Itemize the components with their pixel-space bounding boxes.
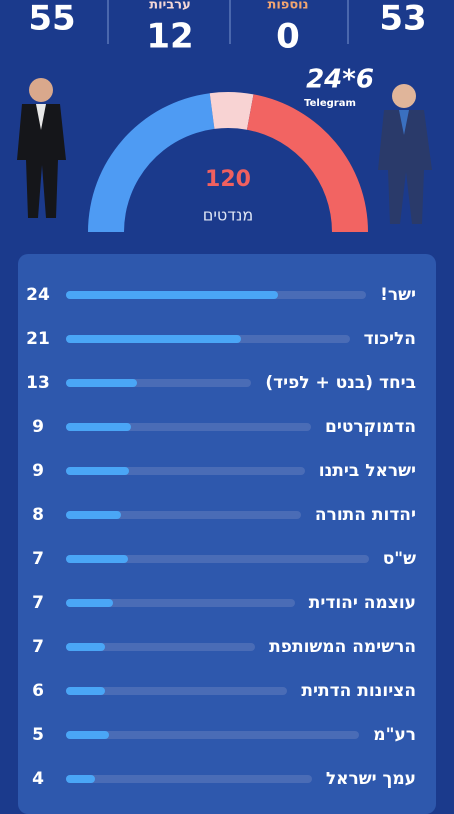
party-name: הדמוקרטים [325, 417, 416, 437]
seat-count: 21 [26, 329, 50, 349]
seat-count: 7 [32, 593, 44, 613]
bar [66, 555, 129, 563]
party-row: עוצמה יהודית 7 [18, 588, 436, 618]
bar [66, 643, 105, 651]
figure-right [378, 84, 432, 224]
bar [66, 335, 242, 343]
seat-count: 13 [26, 373, 50, 393]
left-bloc: 55 [28, 0, 75, 39]
arab-label: ערביות [149, 0, 191, 13]
party-name: ישר! [380, 285, 416, 305]
bar [66, 687, 106, 695]
party-name: יהדות התורה [314, 505, 416, 525]
party-name: עמך ישראל [325, 769, 416, 789]
bar-track [66, 291, 367, 299]
party-name: ש"ס [382, 549, 416, 569]
logo: 24*6 [306, 65, 374, 95]
figure-left [17, 78, 66, 218]
bar-track [66, 423, 312, 431]
party-row: עמך ישראל 4 [18, 764, 436, 794]
bar-track [66, 555, 369, 563]
right-bloc: 53 [379, 0, 426, 39]
bar-track [66, 467, 305, 475]
bar [66, 379, 137, 387]
seat-count: 4 [32, 769, 44, 789]
party-name: רע"מ [373, 725, 416, 745]
bar-track [66, 687, 288, 695]
seat-count: 7 [32, 637, 44, 657]
bar [66, 291, 278, 299]
gauge-segment [209, 92, 254, 130]
bar [66, 423, 131, 431]
bar [66, 511, 122, 519]
party-row: הציונות הדתית 6 [18, 676, 436, 706]
seat-count: 5 [32, 725, 44, 745]
seat-count: 7 [32, 549, 44, 569]
gauge [88, 92, 368, 232]
gauge-total: 120 [205, 167, 251, 192]
arab-value: 12 [146, 17, 193, 57]
bar [66, 467, 130, 475]
other-label: נוספות [267, 0, 308, 13]
seat-count: 6 [32, 681, 44, 701]
gauge-unit: מנדטים [203, 206, 254, 225]
seat-count: 8 [32, 505, 44, 525]
bar [66, 775, 95, 783]
party-row: יהדות התורה 8 [18, 500, 436, 530]
bar-track [66, 335, 350, 343]
party-name: עוצמה יהודית [308, 593, 416, 613]
seat-count: 9 [32, 461, 44, 481]
party-name: הציונות הדתית [301, 681, 416, 701]
party-row: ישר! 24 [18, 280, 436, 310]
party-row: הליכוד 21 [18, 324, 436, 354]
bar-track [66, 731, 360, 739]
party-row: הדמוקרטים 9 [18, 412, 436, 442]
bar-track [66, 643, 256, 651]
bar-track [66, 379, 252, 387]
party-name: הרשימה המשותפת [269, 637, 416, 657]
party-name: ביחד (בנט + לפיד) [265, 373, 416, 393]
bar [66, 731, 110, 739]
bar-track [66, 599, 295, 607]
party-row: ישראל ביתנו 9 [18, 456, 436, 486]
party-row: ש"ס 7 [18, 544, 436, 574]
header-graphic: 55 ערביות 12 נוספות 0 53 24*6 Telegram 1… [17, 0, 432, 232]
party-row: הרשימה המשותפת 7 [18, 632, 436, 662]
party-name: הליכוד [363, 329, 416, 349]
party-name: ישראל ביתנו [318, 461, 416, 481]
seat-count: 9 [32, 417, 44, 437]
gauge-segment [88, 93, 215, 232]
other-value: 0 [276, 17, 300, 57]
bar [66, 599, 114, 607]
party-list: ישר! 24 הליכוד 21 ביחד (בנט + לפיד) 13 הדמוקרט… [18, 254, 436, 814]
seat-count: 24 [26, 285, 50, 305]
party-row: רע"מ 5 [18, 720, 436, 750]
bar-track [66, 775, 312, 783]
gauge-segment [246, 94, 368, 232]
logo-subtitle: Telegram [304, 98, 356, 109]
party-row: ביחד (בנט + לפיד) 13 [18, 368, 436, 398]
bar-track [66, 511, 301, 519]
